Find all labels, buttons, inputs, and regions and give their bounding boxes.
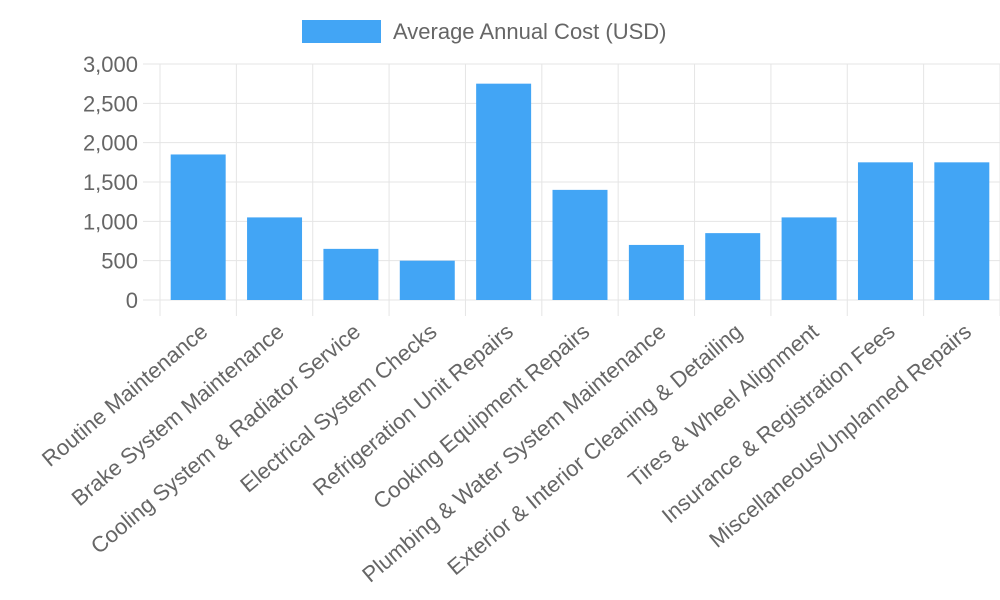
x-tick-label: Cooling System & Radiator Service <box>86 319 365 559</box>
bar <box>323 248 379 300</box>
bar <box>476 83 532 301</box>
y-tick-label: 2,500 <box>83 91 138 116</box>
legend-label: Average Annual Cost (USD) <box>393 19 667 44</box>
grid <box>143 63 1000 316</box>
bar <box>247 217 303 300</box>
y-axis-ticks: 0 500 1,000 1,500 2,000 2,500 3,000 <box>83 52 138 313</box>
bar <box>934 162 990 300</box>
legend-swatch <box>302 20 381 43</box>
y-tick-label: 0 <box>126 288 138 313</box>
y-tick-label: 1,500 <box>83 170 138 195</box>
bar <box>628 244 684 300</box>
bar <box>857 162 913 300</box>
y-tick-label: 3,000 <box>83 52 138 77</box>
bar <box>781 217 837 300</box>
bar <box>399 260 455 300</box>
bars <box>170 83 990 301</box>
legend: Average Annual Cost (USD) <box>302 19 667 44</box>
bar <box>170 154 226 300</box>
y-tick-label: 500 <box>101 249 138 274</box>
y-tick-label: 2,000 <box>83 131 138 156</box>
y-tick-label: 1,000 <box>83 209 138 234</box>
bar <box>552 189 608 300</box>
bar <box>705 233 761 300</box>
